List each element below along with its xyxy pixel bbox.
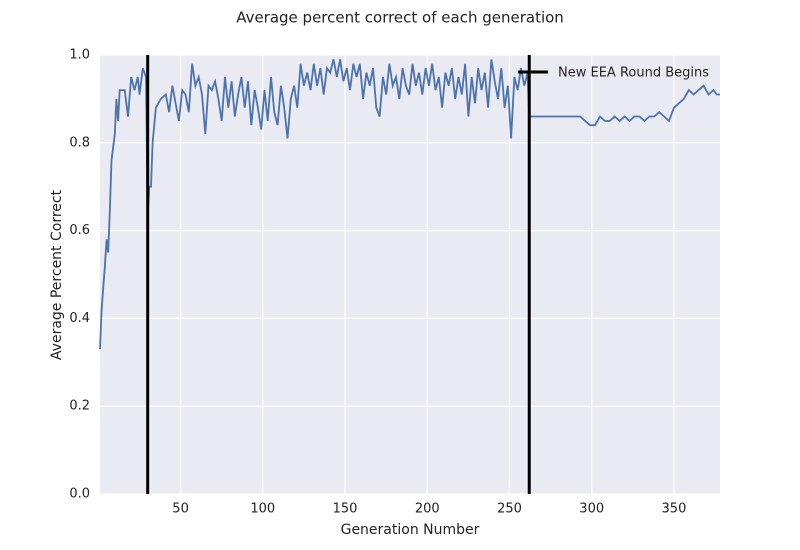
x-tick-label: 100 [250,502,275,517]
x-tick-label: 200 [415,502,440,517]
y-tick-label: 0.0 [69,487,90,502]
data-line [99,59,720,350]
legend-label: New EEA Round Begins [558,66,709,81]
y-tick-label: 0.4 [69,311,90,326]
x-tick-label: 250 [497,502,522,517]
x-axis-label: Generation Number [341,522,480,538]
x-tick-label: 300 [579,502,604,517]
x-tick-label: 350 [662,502,687,517]
y-tick-label: 0.6 [69,223,90,238]
y-axis-label: Average Percent Correct [49,189,65,360]
y-tick-label: 0.8 [69,135,90,150]
x-tick-label: 150 [333,502,358,517]
y-tick-label: 0.2 [69,399,90,414]
chart-title: Average percent correct of each generati… [236,9,564,27]
plot-area [100,55,720,494]
x-tick-label: 50 [172,502,189,517]
y-tick-label: 1.0 [69,48,90,63]
